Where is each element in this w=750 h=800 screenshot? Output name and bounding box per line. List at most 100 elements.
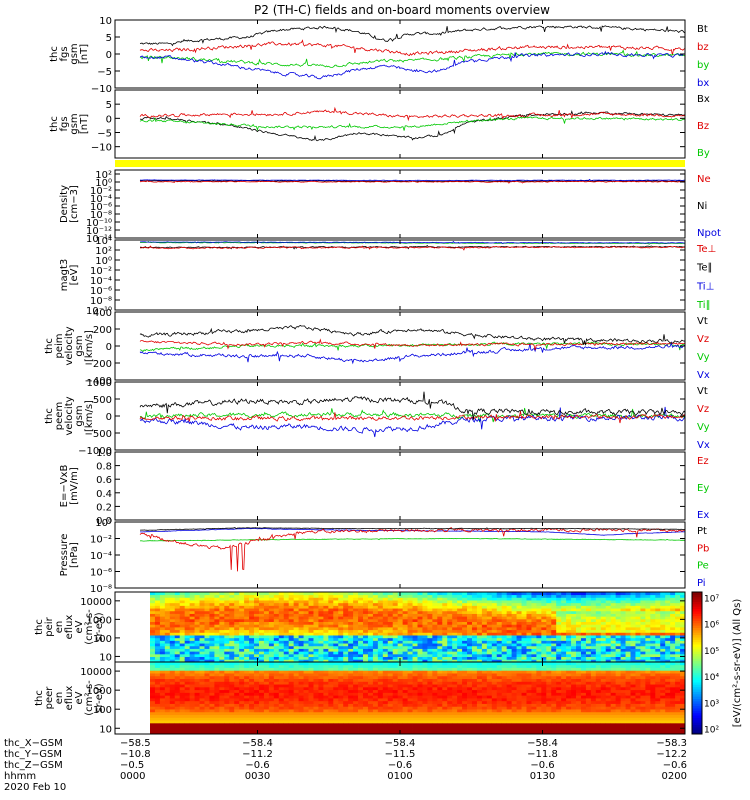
spectrogram-cell xyxy=(273,653,280,658)
spectrogram-cell xyxy=(402,629,408,633)
spectrogram-cell xyxy=(511,613,517,617)
spectrogram-cell xyxy=(254,602,260,606)
spectrogram-cell xyxy=(258,714,265,718)
spectrogram-cell xyxy=(348,684,354,688)
spectrogram-cell xyxy=(229,592,235,596)
spectrogram-cell xyxy=(363,640,369,644)
spectrogram-cell xyxy=(471,667,478,671)
spectrogram-cell xyxy=(471,653,478,658)
spectrogram-cell xyxy=(506,629,513,633)
spectrogram-cell xyxy=(303,643,309,647)
spectrogram-cell xyxy=(561,656,567,660)
spectrogram-cell xyxy=(367,711,374,716)
spectrogram-cell xyxy=(283,653,290,658)
spectrogram-cell xyxy=(179,597,186,601)
spectrogram-cell xyxy=(318,610,324,614)
spectrogram-cell xyxy=(343,608,349,612)
spectrogram-cell xyxy=(471,725,478,729)
spectrogram-cell xyxy=(254,673,260,677)
spectrogram-cell xyxy=(209,618,215,623)
spectrogram-cell xyxy=(239,597,245,601)
spectrogram-cell xyxy=(372,605,379,609)
spectrogram-cell xyxy=(580,632,587,636)
spectrogram-cell xyxy=(169,640,176,644)
spectrogram-cell xyxy=(164,618,171,623)
spectrogram-cell xyxy=(660,648,666,652)
spectrogram-cell xyxy=(268,703,275,707)
spectrogram-cell xyxy=(209,602,215,606)
spectrogram-cell xyxy=(457,670,463,674)
spectrogram-cell xyxy=(422,648,428,652)
spectrogram-cell xyxy=(308,728,314,732)
spectrogram-cell xyxy=(471,608,478,612)
spectrogram-cell xyxy=(224,621,230,625)
spectrogram-cell xyxy=(278,703,285,707)
spectrogram-cell xyxy=(184,651,191,655)
spectrogram-cell xyxy=(239,610,245,614)
spectrogram-cell xyxy=(467,709,473,713)
y-tick-label: 0.6 xyxy=(96,475,112,486)
spectrogram-cell xyxy=(174,605,181,609)
spectrogram-cell xyxy=(278,648,285,652)
spectrogram-cell xyxy=(665,592,671,596)
spectrogram-cell xyxy=(442,616,448,620)
spectrogram-cell xyxy=(610,637,617,641)
spectrogram-cell xyxy=(179,731,186,735)
legend-Vy: Vy xyxy=(697,352,710,363)
spectrogram-cell xyxy=(313,618,319,623)
spectrogram-cell xyxy=(254,675,260,680)
spectrogram-cell xyxy=(318,686,324,691)
spectrogram-cell xyxy=(283,686,290,691)
spectrogram-cell xyxy=(665,651,671,655)
spectrogram-cell xyxy=(531,608,537,612)
spectrogram-cell xyxy=(353,624,359,628)
spectrogram-cell xyxy=(645,621,651,625)
spectrogram-cell xyxy=(219,621,225,625)
spectrogram-cell xyxy=(486,656,493,660)
spectrogram-cell xyxy=(363,600,369,604)
spectrogram-cell xyxy=(328,618,334,623)
spectrogram-cell xyxy=(189,695,195,699)
spectrogram-cell xyxy=(645,648,651,652)
spectrogram-cell xyxy=(675,645,681,649)
spectrogram-cell xyxy=(377,675,384,680)
spectrogram-cell xyxy=(382,706,389,710)
spectrogram-cell xyxy=(343,627,349,631)
legend-Ni: Ni xyxy=(697,201,707,212)
spectrogram-cell xyxy=(249,698,255,702)
spectrogram-cell xyxy=(333,608,339,612)
spectrogram-cell xyxy=(447,695,453,699)
spectrogram-cell xyxy=(278,643,285,647)
spectrogram-cell xyxy=(184,664,191,668)
spectrogram-cell xyxy=(258,675,265,680)
spectrogram-cell xyxy=(462,675,468,680)
spectrogram-cell xyxy=(442,689,448,693)
spectrogram-cell xyxy=(377,698,384,702)
spectrogram-cell xyxy=(194,637,200,641)
spectrogram-cell xyxy=(675,624,681,628)
spectrogram-cell xyxy=(630,651,636,655)
spectrogram-cell xyxy=(655,613,661,617)
spectrogram-cell xyxy=(437,632,443,636)
spectrogram-cell xyxy=(402,720,408,724)
spectrogram-cell xyxy=(462,692,468,696)
spectrogram-cell xyxy=(491,632,498,636)
spectrogram-cell xyxy=(293,720,300,724)
spectrogram-cell xyxy=(358,714,364,718)
spectrogram-cell xyxy=(526,600,532,604)
spectrogram-cell xyxy=(268,670,275,674)
spectrogram-cell xyxy=(184,689,191,693)
spectrogram-cell xyxy=(263,592,270,596)
spectrogram-cell xyxy=(254,637,260,641)
spectrogram-cell xyxy=(214,681,220,685)
spectrogram-cell xyxy=(249,700,255,704)
spectrogram-cell xyxy=(338,651,344,655)
spectrogram-cell xyxy=(283,602,290,606)
spectrogram-cell xyxy=(680,621,686,625)
spectrogram-cell xyxy=(194,675,200,680)
spectrogram-cell xyxy=(204,608,210,612)
spectrogram-cell xyxy=(486,629,493,633)
spectrogram-cell xyxy=(234,675,240,680)
spectrogram-cell xyxy=(268,597,275,601)
spectrogram-cell xyxy=(645,602,651,606)
